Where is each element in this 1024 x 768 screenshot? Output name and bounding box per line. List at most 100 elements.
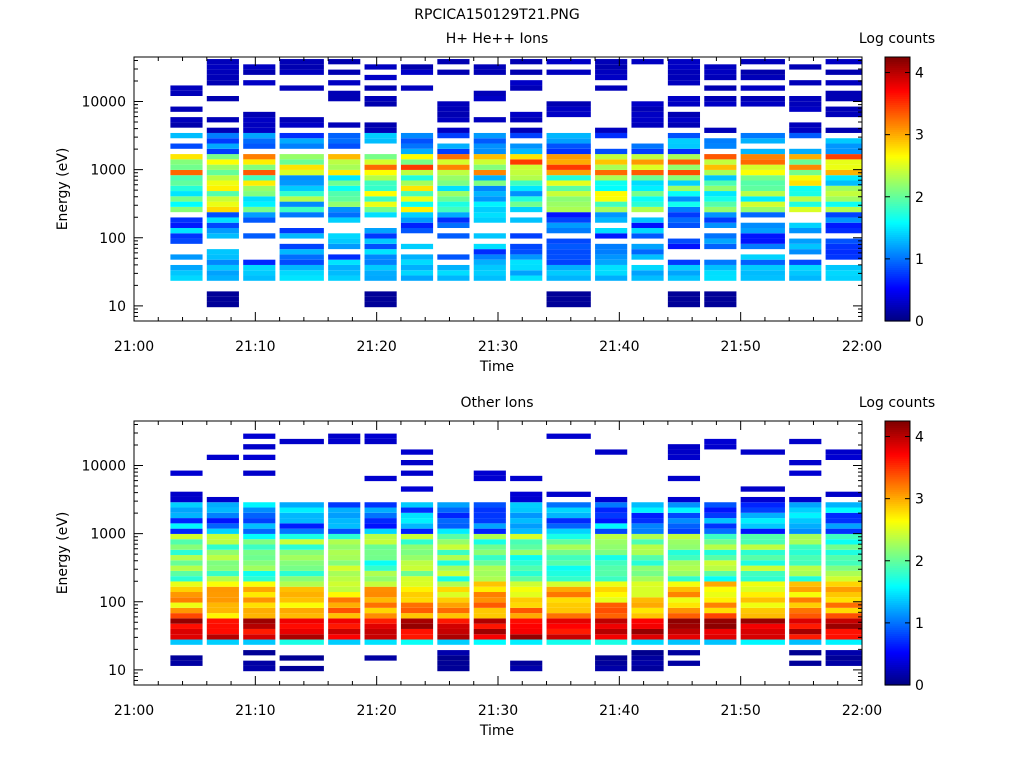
spectrogram-cell: [740, 523, 785, 529]
spectrogram-cell: [740, 74, 785, 81]
spectrogram-cell: [825, 570, 862, 577]
colorbar-swatch: [885, 439, 910, 443]
spectrogram-cell: [789, 106, 822, 112]
panel-title: H+ He++ Ions: [446, 31, 549, 47]
spectrogram-cell: [510, 592, 543, 598]
spectrogram-cell: [825, 249, 862, 255]
spectrogram-cell: [546, 296, 591, 302]
spectrogram-cell: [510, 665, 543, 672]
spectrogram-cell: [206, 570, 239, 577]
spectrogram-cell: [328, 639, 361, 645]
colorbar-swatch: [885, 238, 910, 242]
spectrogram-cell: [279, 560, 324, 566]
spectrogram-cell: [825, 655, 862, 661]
spectrogram-cell: [740, 196, 785, 202]
colorbar-swatch: [885, 182, 910, 186]
spectrogram-cell: [364, 433, 397, 439]
spectrogram-cell: [400, 254, 434, 260]
spectrogram-cell: [595, 539, 628, 545]
spectrogram-cell: [595, 228, 628, 234]
spectrogram-cell: [631, 117, 664, 123]
spectrogram-cell: [789, 270, 822, 276]
colorbar-swatch: [885, 482, 910, 486]
spectrogram-cell: [740, 222, 785, 229]
spectrogram-cell: [631, 275, 664, 281]
spectrogram-cell: [279, 438, 324, 445]
colorbar-swatch: [885, 125, 910, 128]
spectrogram-cell: [825, 639, 862, 645]
spectrogram-cell: [825, 159, 862, 165]
spectrogram-cell: [243, 607, 276, 614]
spectrogram-cell: [364, 523, 397, 529]
spectrogram-cell: [510, 581, 543, 587]
colorbar: 0 1 2 3 4 Log counts: [859, 395, 935, 694]
colorbar-swatch: [885, 662, 910, 665]
spectrogram-cell: [473, 64, 506, 70]
spectrogram-cell: [789, 243, 822, 250]
spectrogram-cell: [631, 665, 664, 672]
spectrogram-cell: [243, 259, 276, 265]
spectrogram-cell: [789, 623, 822, 629]
spectrogram-cell: [704, 438, 737, 445]
spectrogram-cell: [437, 623, 470, 629]
spectrogram-cell: [704, 180, 737, 186]
spectrogram-cell: [825, 507, 862, 513]
spectrogram-cell: [437, 212, 470, 218]
spectrogram-cell: [546, 586, 591, 593]
spectrogram-cell: [364, 169, 397, 176]
colorbar-swatch: [885, 540, 910, 544]
spectrogram-cell: [170, 185, 203, 192]
spectrogram-cell: [170, 518, 203, 524]
spectrogram-cell: [510, 243, 543, 250]
spectrogram-cell: [631, 660, 664, 666]
colorbar-label: Log counts: [859, 31, 935, 47]
spectrogram-cell: [789, 533, 822, 540]
colorbar-swatch: [885, 596, 910, 599]
spectrogram-cell: [789, 148, 822, 155]
spectrogram-cell: [595, 518, 628, 524]
spectrogram-cell: [704, 164, 737, 170]
colorbar-swatch: [885, 114, 910, 118]
spectrogram-cell: [328, 233, 361, 239]
spectrogram-cell: [364, 96, 397, 102]
spectrogram-cell: [510, 555, 543, 561]
spectrogram-cell: [825, 222, 862, 229]
colorbar-swatch: [885, 263, 910, 266]
spectrogram-cell: [667, 259, 701, 265]
colorbar-swatch: [885, 480, 910, 484]
spectrogram-cell: [825, 80, 862, 86]
colorbar-tick-label: 1: [915, 616, 924, 632]
colorbar-swatch: [885, 672, 910, 676]
spectrogram-cell: [328, 634, 361, 640]
spectrogram-cell: [789, 132, 822, 139]
spectrogram-cell: [546, 523, 591, 529]
spectrogram-cell: [546, 138, 591, 144]
colorbar-swatch: [885, 59, 910, 62]
colorbar-swatch: [885, 497, 910, 500]
spectrogram-cell: [206, 96, 239, 102]
spectrogram-cell: [400, 528, 434, 534]
spectrogram-cell: [437, 191, 470, 197]
colorbar-swatch: [885, 296, 910, 299]
spectrogram-cell: [279, 613, 324, 619]
spectrogram-cell: [437, 613, 470, 619]
spectrogram-cell: [667, 264, 701, 271]
spectrogram-cell: [825, 613, 862, 619]
colorbar-swatch: [885, 226, 910, 229]
spectrogram-cell: [437, 639, 470, 645]
spectrogram-cell: [400, 507, 434, 513]
spectrogram-cell: [631, 254, 664, 260]
colorbar-swatch: [885, 612, 910, 616]
spectrogram-cell: [400, 228, 434, 234]
spectrogram-cell: [546, 301, 591, 308]
colorbar-swatch: [885, 172, 910, 176]
spectrogram-cell: [206, 581, 239, 587]
spectrogram-cell: [546, 228, 591, 234]
spectrogram-cell: [595, 655, 628, 661]
spectrogram-cell: [473, 502, 506, 508]
spectrogram-cell: [789, 238, 822, 244]
spectrogram-cell: [328, 159, 361, 165]
spectrogram-cell: [704, 518, 737, 524]
spectrogram-cell: [740, 169, 785, 176]
spectrogram-cell: [825, 275, 862, 281]
